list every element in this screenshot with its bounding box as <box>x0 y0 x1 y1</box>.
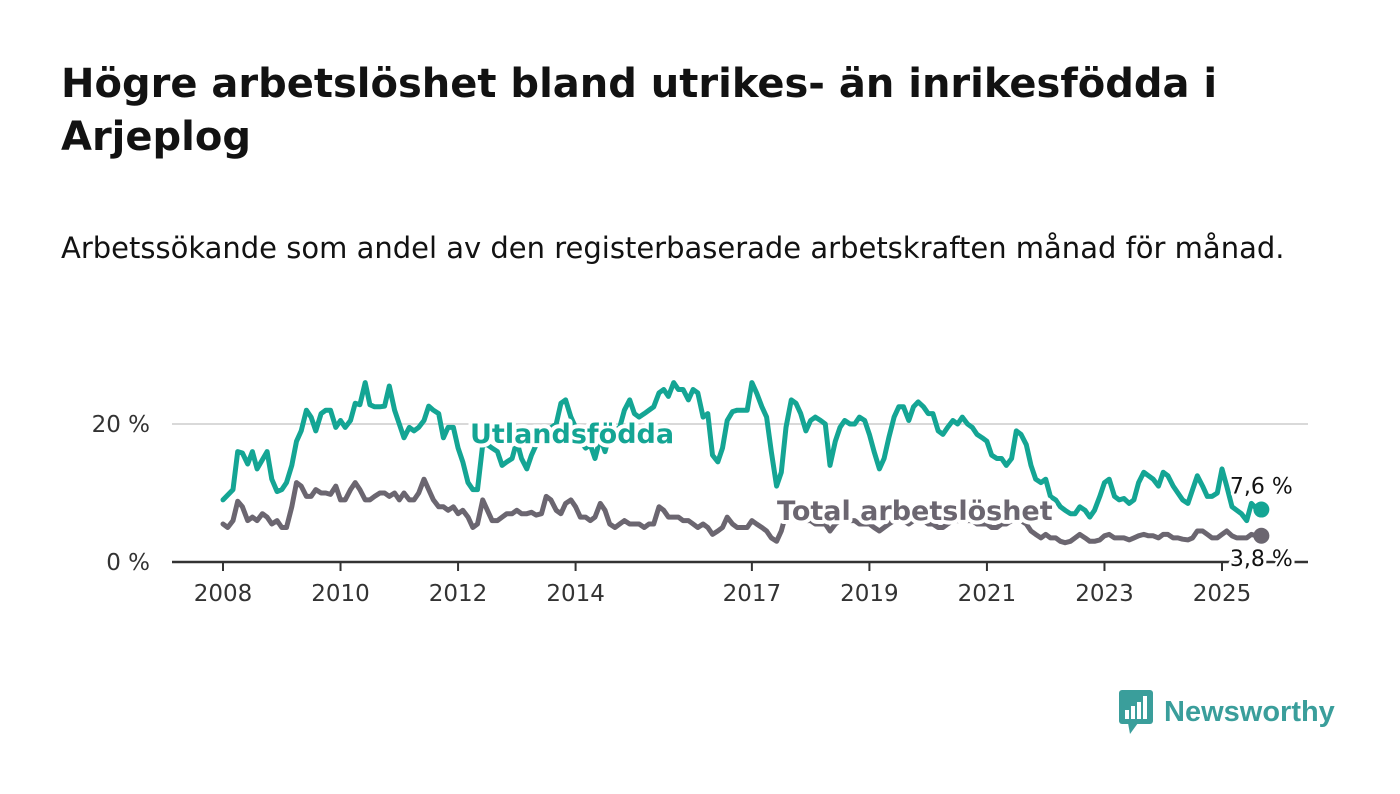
series-end-marker <box>1253 501 1270 518</box>
bar-chart-speech-bubble-icon <box>1119 690 1153 734</box>
x-tick-label: 2017 <box>723 581 782 607</box>
series-line <box>220 380 1264 524</box>
label-layer: Utlandsfödda Total arbetslöshet 7,6 % 3,8 % <box>466 415 1296 575</box>
newsworthy-logo[interactable]: Newsworthy <box>1118 688 1335 736</box>
x-tick-label: 2008 <box>194 581 253 607</box>
chart-subtitle: Arbetssökande som andel av den registerb… <box>61 231 1285 265</box>
x-tick-label: 2021 <box>958 581 1017 607</box>
series-layer <box>220 380 1264 546</box>
y-tick-label: 20 % <box>92 412 150 438</box>
x-tick-label: 2019 <box>840 581 899 607</box>
brand-name: Newsworthy <box>1164 695 1335 728</box>
axis-layer: 0 % 20 % 2008 2010 2012 2014 2017 2019 2021 2023 2… <box>92 412 1308 607</box>
x-tick-label: 2012 <box>429 581 488 607</box>
y-tick-label: 0 % <box>106 550 150 576</box>
series-end-value-label: 7,6 % <box>1230 475 1293 500</box>
series-end-value-label: 3,8 % <box>1230 547 1293 572</box>
series-name-label: Total arbetslöshet <box>777 496 1053 527</box>
series-end-marker <box>1253 527 1270 544</box>
x-tick-label: 2014 <box>546 581 605 607</box>
series-line <box>220 476 1264 546</box>
x-tick-label: 2010 <box>311 581 370 607</box>
x-tick-label: 2025 <box>1193 581 1252 607</box>
x-tick-label: 2023 <box>1075 581 1134 607</box>
page-title: Högre arbetslöshet bland utrikes- än inr… <box>61 61 1218 160</box>
series-name-label: Utlandsfödda <box>470 419 674 450</box>
